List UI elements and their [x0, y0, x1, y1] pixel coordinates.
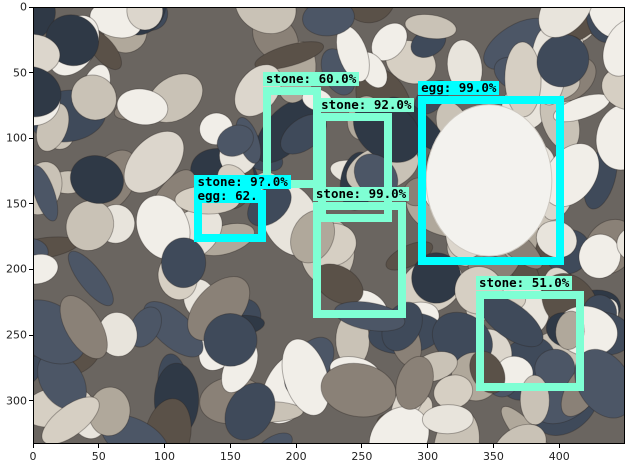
x-tick-mark — [164, 444, 166, 448]
pebble — [342, 8, 396, 24]
pebble — [320, 362, 397, 418]
y-tick-label: 250 — [6, 328, 27, 342]
y-tick-mark — [29, 6, 33, 8]
pebble — [254, 432, 293, 443]
x-tick-label: 150 — [219, 450, 241, 463]
pebble — [70, 74, 117, 121]
x-tick-label: 200 — [285, 450, 307, 463]
x-tick-mark — [492, 444, 494, 448]
pebble — [536, 33, 590, 88]
y-tick-mark — [29, 400, 33, 402]
pebble — [69, 155, 125, 204]
y-tick-mark — [29, 203, 33, 205]
pebble — [404, 13, 457, 40]
detection-label: stone: 9?.0% — [194, 175, 291, 190]
pebble — [34, 8, 56, 44]
x-tick-mark — [427, 444, 429, 448]
x-tick-mark — [98, 444, 100, 448]
detection-box-egg — [418, 95, 565, 266]
y-tick-label: 0 — [20, 0, 27, 14]
detection-label: stone: 60.0% — [262, 71, 360, 86]
x-tick-mark — [229, 444, 231, 448]
pebble — [116, 88, 169, 126]
x-tick-label: 300 — [417, 450, 439, 463]
y-tick-label: 150 — [6, 197, 27, 211]
y-tick-mark — [29, 268, 33, 270]
pebble — [574, 348, 624, 419]
pebble — [224, 382, 276, 441]
pebble — [67, 250, 114, 307]
detection-label: stone: 51.0% — [476, 276, 573, 291]
pebble — [34, 33, 61, 76]
y-tick-label: 200 — [6, 262, 27, 276]
detection-box-stone — [312, 202, 407, 318]
detection-box-stone — [476, 291, 584, 392]
pebble — [281, 338, 330, 416]
pebble — [203, 313, 258, 367]
y-tick-label: 50 — [13, 66, 27, 80]
detection-label: egg: 99.0% — [418, 80, 500, 95]
plot-frame: stone: 60.0% stone: 92.0% egg: 99.0% stone:… — [33, 7, 625, 444]
x-tick-label: 400 — [548, 450, 570, 463]
x-tick-label: 50 — [91, 450, 106, 463]
y-tick-mark — [29, 137, 33, 139]
y-tick-label: 300 — [6, 394, 27, 408]
detection-box-stone — [318, 112, 392, 222]
detection-label: egg: 62. — [194, 189, 261, 204]
y-tick-mark — [29, 72, 33, 74]
detection-label: stone: 92.0% — [318, 97, 415, 112]
pebble — [123, 130, 185, 194]
pebble — [254, 41, 325, 71]
pebble — [538, 8, 594, 38]
pebble — [160, 237, 207, 289]
pebble — [421, 404, 474, 435]
x-tick-mark — [361, 444, 363, 448]
pebble — [126, 8, 164, 31]
pebble — [595, 103, 624, 171]
pebble — [59, 295, 108, 360]
pebble — [601, 66, 624, 111]
x-tick-label: 0 — [29, 450, 37, 463]
pebble — [395, 355, 434, 410]
pebble — [302, 8, 355, 37]
pebble — [128, 306, 163, 348]
pebble — [41, 396, 100, 443]
pebble — [492, 423, 547, 443]
y-tick-label: 100 — [6, 131, 27, 145]
pebble — [34, 65, 62, 118]
pebble — [34, 164, 59, 222]
x-tick-label: 100 — [154, 450, 176, 463]
pebble — [234, 8, 297, 35]
detection-box-stone — [262, 86, 321, 188]
pebble — [216, 124, 254, 157]
x-tick-mark — [32, 444, 34, 448]
pebble — [368, 406, 430, 443]
y-tick-mark — [29, 334, 33, 336]
x-tick-label: 350 — [482, 450, 504, 463]
x-tick-mark — [295, 444, 297, 448]
x-tick-mark — [558, 444, 560, 448]
pebble — [34, 253, 59, 285]
pebble — [602, 18, 624, 77]
x-tick-label: 250 — [351, 450, 373, 463]
pebble — [616, 226, 624, 262]
pebble — [578, 233, 622, 279]
detection-label: stone: 99.0% — [312, 187, 410, 202]
